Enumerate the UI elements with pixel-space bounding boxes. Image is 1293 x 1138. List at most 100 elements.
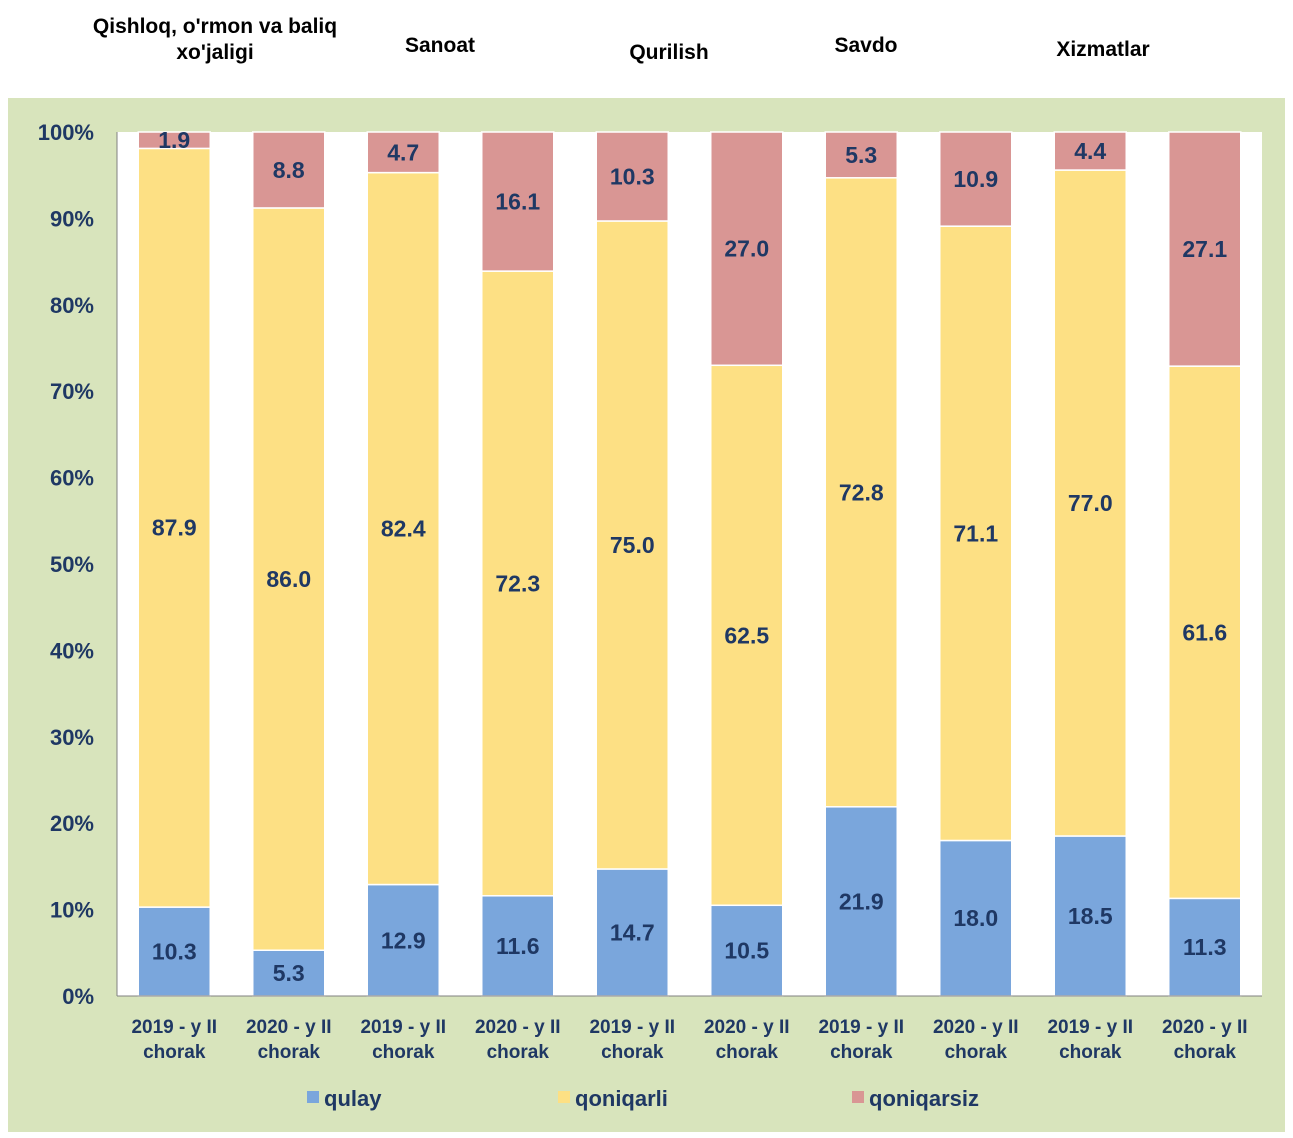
x-category-label: 2020 - y II	[704, 1017, 790, 1038]
x-category-label: 2019 - y II	[1047, 1017, 1133, 1038]
y-tick-label: 90%	[50, 206, 94, 231]
data-label-qulay: 12.9	[381, 927, 426, 953]
legend-swatch-qoniqarli	[558, 1091, 570, 1103]
group-title-savdo: Savdo	[786, 33, 946, 59]
data-label-qoniqarli: 82.4	[381, 516, 426, 542]
bar-segment-qoniqarsiz	[366, 131, 440, 174]
group-title-text: Sanoat	[404, 34, 475, 57]
bar-segment-qulay	[595, 868, 669, 997]
data-label-qulay: 21.9	[839, 888, 884, 914]
group-title-xizmatlar: Xizmatlar	[1023, 37, 1183, 63]
group-title-qurilish: Qurilish	[589, 40, 749, 66]
data-label-qulay: 14.7	[610, 919, 655, 945]
group-title-qishloq: Qishloq, o'rmon va baliq xo'jaligi	[80, 14, 350, 66]
x-category-label: chorak	[945, 1042, 1008, 1063]
legend-swatch-qulay	[307, 1091, 319, 1103]
data-label-qulay: 18.0	[953, 905, 998, 931]
data-label-qoniqarsiz: 4.7	[387, 139, 419, 165]
data-label-qulay: 11.3	[1183, 934, 1227, 960]
y-tick-label: 40%	[50, 638, 94, 663]
bar-segment-qoniqarli	[1168, 365, 1242, 900]
bar-segment-qulay	[1168, 897, 1242, 997]
y-tick-label: 50%	[50, 552, 94, 577]
x-category-label: 2019 - y II	[818, 1017, 904, 1038]
x-category-label: 2020 - y II	[246, 1017, 332, 1038]
bar-segment-qoniqarsiz	[1053, 131, 1127, 171]
data-label-qoniqarsiz: 1.9	[158, 127, 190, 153]
x-category-label: 2020 - y II	[475, 1017, 561, 1038]
data-label-qoniqarli: 72.3	[495, 570, 540, 596]
bar-segment-qulay	[824, 806, 898, 997]
data-label-qoniqarli: 61.6	[1182, 619, 1227, 645]
bar-segment-qoniqarli	[710, 364, 784, 907]
x-category-label: 2020 - y II	[1162, 1017, 1248, 1038]
data-label-qoniqarsiz: 27.0	[724, 236, 769, 262]
legend-label-qulay: qulay	[324, 1086, 382, 1111]
legend-label-qoniqarsiz: qoniqarsiz	[869, 1086, 979, 1111]
group-title-text: Qurilish	[629, 41, 709, 64]
group-title-sanoat: Sanoat	[360, 33, 520, 59]
bar-segment-qoniqarsiz	[939, 131, 1013, 227]
data-label-qoniqarsiz: 27.1	[1182, 236, 1227, 262]
x-category-label: chorak	[487, 1042, 550, 1063]
bar-segment-qoniqarsiz	[481, 131, 555, 272]
bar-segment-qoniqarsiz	[595, 131, 669, 222]
x-category-label: 2019 - y II	[360, 1017, 446, 1038]
data-label-qoniqarsiz: 10.3	[610, 163, 655, 189]
legend-swatch-qoniqarsiz	[852, 1091, 864, 1103]
bar-segment-qoniqarli	[595, 220, 669, 870]
bar-segment-qoniqarsiz	[252, 131, 326, 209]
group-title-text: Qishloq, o'rmon va baliq xo'jaligi	[92, 15, 338, 64]
group-title-text: Savdo	[834, 34, 898, 57]
group-title-text: Xizmatlar	[1056, 38, 1150, 61]
y-tick-label: 10%	[50, 898, 94, 923]
x-category-label: 2019 - y II	[589, 1017, 675, 1038]
x-category-label: chorak	[830, 1042, 893, 1063]
x-category-label: chorak	[601, 1042, 664, 1063]
bar-segment-qoniqarli	[481, 270, 555, 897]
legend-label-qoniqarli: qoniqarli	[575, 1086, 668, 1111]
x-category-label: chorak	[1174, 1042, 1237, 1063]
x-category-label: chorak	[716, 1042, 779, 1063]
data-label-qulay: 5.3	[273, 960, 305, 986]
bar-segment-qoniqarli	[366, 171, 440, 886]
data-label-qoniqarli: 72.8	[839, 479, 884, 505]
bar-segment-qoniqarli	[1053, 169, 1127, 837]
bar-segment-qoniqarsiz	[1168, 131, 1242, 367]
bar-segment-qulay	[252, 949, 326, 997]
bar-segment-qoniqarsiz	[137, 131, 211, 150]
data-label-qulay: 10.3	[152, 939, 197, 965]
data-label-qoniqarli: 86.0	[266, 566, 311, 592]
bar-segment-qoniqarli	[137, 147, 211, 908]
y-tick-label: 70%	[50, 379, 94, 404]
data-label-qoniqarli: 62.5	[724, 622, 769, 648]
data-label-qoniqarsiz: 5.3	[845, 142, 877, 168]
data-label-qoniqarli: 71.1	[953, 520, 998, 546]
data-label-qulay: 18.5	[1068, 903, 1113, 929]
y-tick-label: 80%	[50, 293, 94, 318]
data-label-qoniqarsiz: 8.8	[273, 157, 305, 183]
bar-segment-qoniqarsiz	[710, 131, 784, 367]
x-category-label: chorak	[1059, 1042, 1122, 1063]
bar-segment-qoniqarli	[252, 207, 326, 952]
data-label-qoniqarli: 87.9	[152, 515, 197, 541]
data-label-qoniqarsiz: 16.1	[495, 189, 540, 215]
x-category-label: chorak	[372, 1042, 435, 1063]
y-tick-label: 100%	[38, 120, 94, 145]
x-category-label: chorak	[258, 1042, 321, 1063]
y-tick-label: 20%	[50, 811, 94, 836]
data-label-qulay: 10.5	[724, 938, 769, 964]
bar-segment-qoniqarsiz	[824, 131, 898, 179]
data-label-qoniqarsiz: 10.9	[953, 166, 998, 192]
data-label-qoniqarsiz: 4.4	[1074, 138, 1106, 164]
y-tick-label: 0%	[62, 984, 94, 1009]
x-category-label: 2020 - y II	[933, 1017, 1019, 1038]
data-label-qoniqarli: 77.0	[1068, 490, 1113, 516]
y-tick-label: 30%	[50, 725, 94, 750]
data-label-qoniqarli: 75.0	[610, 532, 655, 558]
y-tick-label: 60%	[50, 466, 94, 491]
data-label-qulay: 11.6	[496, 933, 540, 959]
bar-segment-qoniqarli	[939, 225, 1013, 842]
x-category-label: chorak	[143, 1042, 206, 1063]
